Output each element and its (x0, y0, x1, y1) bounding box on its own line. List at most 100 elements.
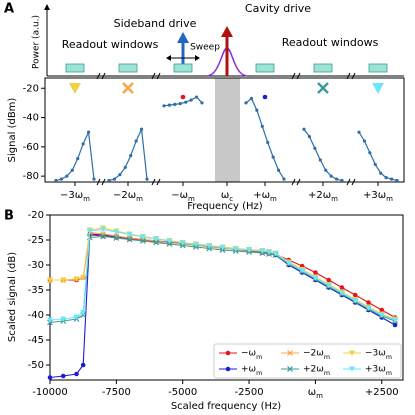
point (326, 277, 331, 283)
axis-break (346, 72, 356, 80)
point (232, 246, 239, 252)
point (352, 298, 359, 304)
trace-point (276, 168, 281, 172)
point (60, 277, 67, 283)
point (365, 305, 372, 311)
trace-point (70, 168, 74, 172)
plot-frame (49, 214, 404, 381)
trace-point (54, 178, 58, 183)
trace-point (65, 174, 69, 178)
point (366, 300, 371, 305)
trace-point (329, 174, 333, 178)
x-tick-label: -7500 (102, 387, 131, 398)
point (299, 268, 306, 274)
trace-point (357, 130, 361, 134)
point (285, 260, 292, 266)
trace-point (260, 124, 264, 128)
trace-point (271, 155, 275, 159)
legend-label: +2ωm (303, 365, 330, 377)
trace-point (194, 95, 199, 99)
trace-point (282, 177, 286, 181)
x-tick-label: ωm (308, 387, 323, 400)
point (126, 236, 133, 243)
point (47, 317, 53, 323)
channel-marker (262, 94, 268, 100)
legend-label: −3ωm (365, 349, 392, 361)
trace (245, 97, 285, 180)
trace-point (318, 158, 322, 162)
trace-point (92, 177, 96, 181)
point (339, 285, 345, 290)
schematic-label: Sideband drive (114, 17, 197, 30)
axis-break (346, 178, 356, 186)
y-tick-label: -20 (23, 83, 39, 94)
point (392, 322, 398, 328)
trace-point (362, 139, 367, 143)
readout-window (118, 63, 138, 73)
trace-point (324, 168, 328, 172)
y-tick-label: -45 (28, 335, 44, 346)
schematic-label: Sweep (190, 43, 220, 53)
trace-point (266, 140, 270, 145)
trace-point (200, 101, 204, 105)
cavity-band (215, 78, 240, 182)
readout-window (255, 63, 275, 73)
panel-label: B (4, 209, 14, 224)
axis-break (96, 72, 106, 80)
point (259, 248, 266, 254)
x-tick-label: −2ωm (113, 190, 143, 203)
trace-point (129, 154, 133, 158)
schematic-label: Cavity drive (245, 2, 311, 15)
trace-point (86, 130, 91, 134)
point (80, 275, 87, 281)
point (73, 276, 80, 282)
trace-point (173, 102, 177, 106)
point (113, 235, 120, 241)
y-axis-label: Scaled signal (dB) (7, 252, 18, 342)
trace-point (302, 127, 306, 131)
schematic-label: Readout windows (62, 38, 159, 51)
point (338, 290, 345, 296)
legend-label: +3ωm (365, 365, 392, 377)
point (73, 314, 80, 320)
trace-point (379, 171, 383, 175)
point (47, 277, 53, 283)
x-tick-label: −3ωm (60, 190, 90, 203)
x-tick-label: -5000 (168, 387, 197, 398)
point (179, 240, 186, 246)
point (47, 375, 53, 380)
channel-marker (122, 82, 134, 94)
trace-point (145, 177, 149, 181)
point (219, 245, 226, 251)
legend-marker (287, 366, 293, 372)
point (206, 243, 213, 249)
x-tick-label: +2500 (365, 387, 399, 398)
point (272, 251, 279, 257)
point (60, 373, 66, 379)
x-tick-label: -10000 (32, 387, 67, 398)
trace-point (139, 127, 144, 131)
point (80, 310, 87, 316)
point (192, 242, 199, 248)
readout-window (368, 63, 388, 73)
readout-window (65, 63, 85, 73)
point (392, 317, 399, 323)
x-axis-label: Scaled frequency (Hz) (171, 401, 281, 412)
series-line (50, 227, 396, 320)
axis-break (151, 178, 161, 186)
trace-point (395, 178, 399, 183)
point (265, 249, 272, 255)
trace-point (373, 162, 377, 167)
legend-label: −2ωm (303, 349, 330, 361)
point (379, 307, 385, 313)
axis-arrow (44, 4, 50, 10)
axis-break (291, 72, 301, 80)
x-tick-label: −ωm (171, 190, 195, 203)
point (100, 227, 107, 233)
point (153, 239, 160, 246)
trace-point (184, 100, 188, 104)
x-tick-label: +2ωm (308, 190, 338, 203)
point (139, 238, 146, 244)
point (378, 312, 385, 318)
channel-marker (372, 83, 384, 94)
